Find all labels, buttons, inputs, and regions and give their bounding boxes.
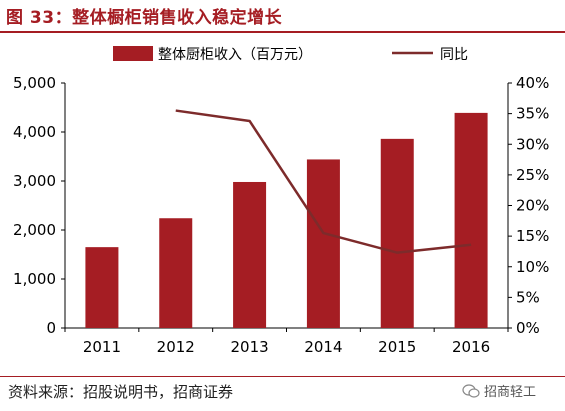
y-right-tick-label: 25% (516, 166, 549, 184)
y-right-tick-label: 35% (516, 105, 549, 123)
bar-2012 (159, 218, 193, 328)
y-right-tick-label: 30% (516, 135, 549, 153)
bar-2014 (306, 159, 340, 328)
y-right-tick-label: 15% (516, 227, 549, 245)
bar-2016 (454, 112, 488, 328)
legend-swatch-bar (113, 46, 153, 61)
y-right-tick-label: 40% (516, 74, 549, 92)
y-left-tick-label: 0 (46, 319, 56, 337)
y-left-tick-label: 5,000 (13, 74, 56, 92)
y-left-tick-label: 4,000 (13, 123, 56, 141)
bar-2011 (85, 247, 119, 328)
watermark-text: 招商轻工 (484, 385, 537, 400)
y-left-tick-label: 2,000 (13, 221, 56, 239)
bar-2013 (233, 181, 267, 328)
y-right-tick-label: 10% (516, 258, 549, 276)
x-tick-label: 2013 (230, 338, 268, 356)
wechat-icon (462, 383, 480, 398)
x-tick-label: 2016 (452, 338, 490, 356)
y-right-tick-label: 20% (516, 197, 549, 215)
title-divider (0, 31, 565, 33)
figure-title: 图 33：整体橱柜销售收入稳定增长 (6, 7, 283, 28)
bar-2015 (380, 138, 414, 328)
legend-label-bar: 整体厨柜收入（百万元） (158, 47, 312, 63)
x-tick-label: 2014 (304, 338, 342, 356)
figure-title-bar: 图 33：整体橱柜销售收入稳定增长 (0, 0, 565, 30)
legend-label-line: 同比 (440, 47, 468, 63)
y-left-tick-label: 1,000 (13, 270, 56, 288)
source-note: 资料来源：招股说明书，招商证券 (8, 383, 234, 401)
source-divider (0, 376, 565, 377)
x-tick-label: 2012 (157, 338, 195, 356)
y-right-tick-label: 5% (516, 288, 540, 306)
x-tick-label: 2011 (83, 338, 121, 356)
y-right-tick-label: 0% (516, 319, 540, 337)
chart-area: 0 1,000 2,000 3,000 4,000 5,000 0% 5% 10% 15% 20% 2… (13, 46, 549, 356)
x-tick-label: 2015 (378, 338, 416, 356)
y-left-tick-label: 3,000 (13, 172, 56, 190)
watermark: 招商轻工 (462, 381, 536, 400)
